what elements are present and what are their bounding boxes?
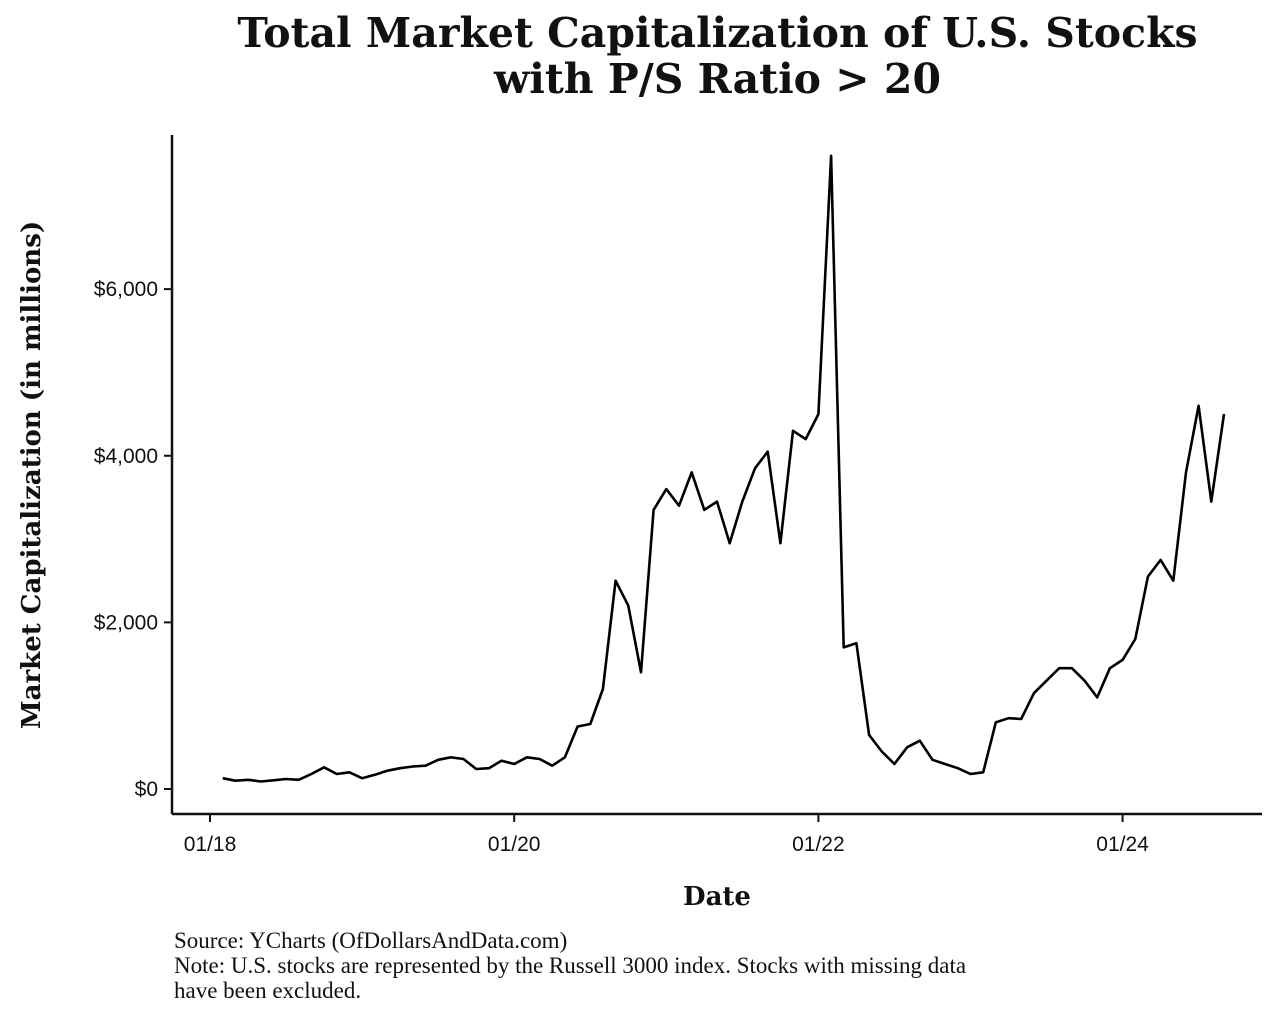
x-tick-label: 01/22: [792, 833, 845, 856]
x-axis-ticks: 01/18 01/20 01/22 01/24: [184, 814, 1149, 856]
y-tick-label: $4,000: [94, 445, 158, 468]
series-layer: [222, 154, 1226, 783]
y-axis-title: Market Capitalization (in millions): [17, 221, 47, 729]
chart-footer: Source: YCharts (OfDollarsAndData.com) N…: [174, 928, 1254, 1003]
x-tick-label: 01/18: [184, 833, 237, 856]
y-tick-label: $2,000: [94, 611, 158, 634]
chart-title: Total Market Capitalization of U.S. Stoc…: [150, 10, 1280, 102]
chart-title-line-1: Total Market Capitalization of U.S. Stoc…: [237, 9, 1198, 57]
x-tick-label: 01/20: [488, 833, 541, 856]
x-axis-title: Date: [683, 882, 751, 912]
series-line: [222, 154, 1226, 783]
y-tick-label: $0: [135, 778, 158, 801]
chart-title-line-2: with P/S Ratio > 20: [494, 55, 941, 103]
source-note: Source: YCharts (OfDollarsAndData.com): [174, 928, 568, 953]
y-tick-label: $6,000: [94, 278, 158, 301]
x-tick-label: 01/24: [1096, 833, 1149, 856]
note-line-1: Note: U.S. stocks are represented by the…: [174, 953, 967, 978]
note-line-2: have been excluded.: [174, 978, 362, 1003]
y-axis-ticks: $0 $2,000 $4,000 $6,000: [94, 278, 172, 801]
